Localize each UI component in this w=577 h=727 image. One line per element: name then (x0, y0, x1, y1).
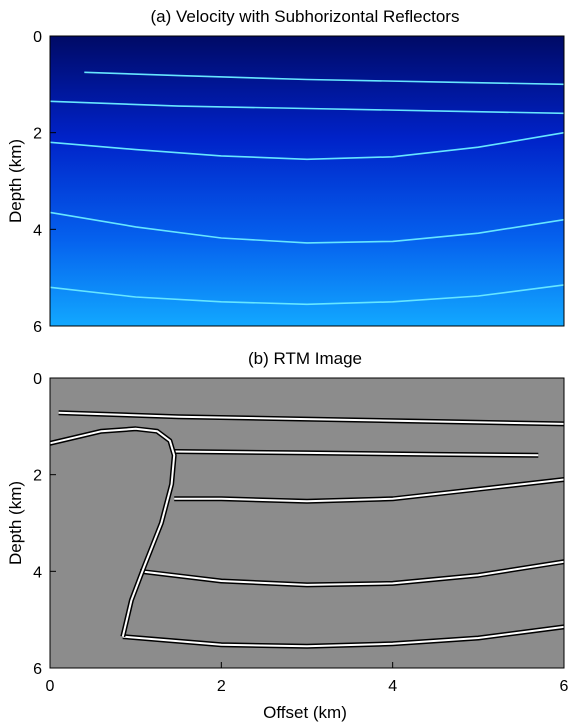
event-e3 (174, 477, 565, 504)
y-tick-label: 0 (33, 371, 42, 388)
y-tick-label: 4 (33, 222, 42, 239)
reflector-r5 (49, 284, 565, 306)
rtm-title: (b) RTM Image (248, 349, 362, 368)
rtm-y-label: Depth (km) (6, 481, 25, 565)
event-diffraction (49, 426, 177, 638)
event-e1 (58, 410, 565, 427)
rtm-frame (49, 377, 565, 669)
event-e5 (122, 624, 565, 649)
event-e2 (174, 449, 539, 458)
rtm-events (49, 410, 565, 649)
reflector-r3 (49, 131, 565, 161)
x-tick-label: 0 (46, 678, 55, 695)
velocity-image (50, 36, 564, 326)
y-tick-label: 0 (33, 29, 42, 46)
velocity-y-ticks: 0 2 4 6 (33, 29, 56, 336)
rtm-x-label: Offset (km) (263, 703, 347, 722)
y-tick-label: 6 (33, 661, 42, 678)
y-tick-label: 2 (33, 126, 42, 143)
velocity-reflectors (49, 71, 565, 306)
velocity-title: (a) Velocity with Subhorizontal Reflecto… (151, 7, 460, 26)
y-tick-label: 4 (33, 564, 42, 581)
x-tick-label: 4 (388, 678, 397, 695)
y-tick-label: 6 (33, 319, 42, 336)
event-e4 (139, 559, 565, 588)
reflector-r2 (49, 100, 565, 115)
x-tick-label: 6 (560, 678, 569, 695)
y-tick-label: 2 (33, 468, 42, 485)
velocity-frame (49, 35, 565, 327)
reflector-r1 (84, 71, 565, 86)
reflector-r4 (49, 211, 565, 244)
velocity-panel: (a) Velocity with Subhorizontal Reflecto… (6, 7, 565, 336)
velocity-y-label: Depth (km) (6, 139, 25, 223)
x-tick-label: 2 (217, 678, 226, 695)
